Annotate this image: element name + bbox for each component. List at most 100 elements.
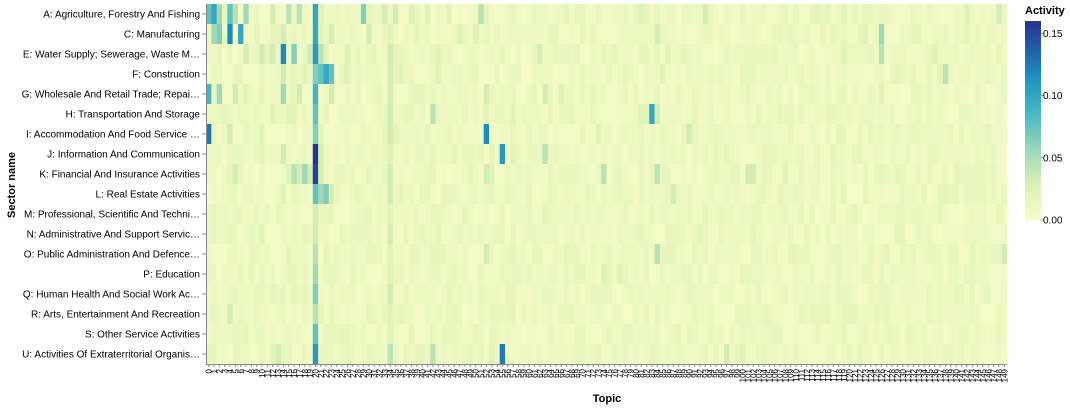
- heatmap-cell: [371, 4, 378, 25]
- heatmap-cell: [590, 64, 597, 85]
- heatmap-cell: [478, 264, 484, 285]
- heatmap-cell: [590, 344, 597, 365]
- heatmap-cell: [206, 204, 212, 225]
- heatmap-cell: [814, 84, 821, 105]
- heatmap-cell: [782, 344, 789, 365]
- heatmap-cell: [435, 344, 442, 365]
- heatmap-cell: [430, 204, 436, 225]
- y-axis-label: N: Administrative And Support Servic…: [27, 230, 200, 241]
- heatmap-cell: [841, 24, 848, 45]
- heatmap-cell: [259, 124, 266, 145]
- heatmap-cell: [713, 184, 719, 205]
- heatmap-cell: [382, 304, 388, 325]
- heatmap-cell: [740, 64, 746, 85]
- heatmap-cell: [339, 144, 346, 165]
- heatmap-cell: [937, 284, 944, 305]
- heatmap-cell: [563, 324, 570, 345]
- heatmap-cell: [627, 324, 634, 345]
- heatmap-cell: [804, 284, 810, 305]
- heatmap-cell: [617, 84, 623, 105]
- heatmap-cell: [675, 224, 682, 245]
- heatmap-cell: [563, 164, 570, 185]
- heatmap-cell: [729, 224, 735, 245]
- heatmap-cell: [424, 24, 431, 45]
- heatmap-cell: [627, 144, 634, 165]
- x-axis-label: 97: [723, 368, 732, 377]
- heatmap-cell: [435, 184, 442, 205]
- heatmap-cell: [424, 204, 431, 225]
- heatmap-cell: [531, 184, 538, 205]
- heatmap-cell: [467, 244, 474, 265]
- heatmap-cell: [435, 64, 442, 85]
- heatmap-cell: [569, 64, 575, 85]
- heatmap-cell: [440, 124, 447, 145]
- heatmap-cell: [788, 184, 794, 205]
- heatmap-cell: [649, 184, 655, 205]
- heatmap-cell: [355, 224, 362, 245]
- x-axis-label: 100: [739, 368, 748, 382]
- heatmap-cell: [670, 164, 677, 185]
- heatmap-cell: [510, 84, 517, 105]
- heatmap-cell: [611, 44, 618, 65]
- heatmap-cell: [211, 4, 217, 25]
- heatmap-cell: [440, 44, 447, 65]
- heatmap-cell: [707, 204, 714, 225]
- heatmap-cell: [969, 104, 976, 125]
- heatmap-cell: [494, 144, 500, 165]
- heatmap-cell: [451, 104, 458, 125]
- heatmap-cell: [531, 44, 538, 65]
- heatmap-cell: [494, 224, 500, 245]
- heatmap-cell: [264, 64, 271, 85]
- heatmap-cell: [793, 124, 800, 145]
- heatmap-cell: [280, 144, 287, 165]
- heatmap-cell: [900, 284, 906, 305]
- heatmap-cell: [633, 224, 639, 245]
- heatmap-cell: [414, 204, 420, 225]
- heatmap-cell: [691, 244, 698, 265]
- heatmap-cell: [953, 24, 960, 45]
- heatmap-cell: [777, 244, 784, 265]
- heatmap-cell: [505, 284, 511, 305]
- heatmap-cell: [697, 164, 703, 185]
- heatmap-cell: [270, 284, 276, 305]
- heatmap-cell: [238, 124, 244, 145]
- heatmap-cell: [889, 304, 896, 325]
- heatmap-cell: [382, 124, 388, 145]
- heatmap-cell: [974, 124, 981, 145]
- heatmap-cell: [456, 304, 463, 325]
- heatmap-cell: [921, 184, 928, 205]
- heatmap-cell: [408, 324, 415, 345]
- heatmap-cell: [206, 244, 212, 265]
- heatmap-cell: [542, 284, 549, 305]
- heatmap-cell: [286, 244, 292, 265]
- heatmap-cell: [280, 24, 287, 45]
- heatmap-cell: [900, 44, 906, 65]
- heatmap-cell: [889, 124, 896, 145]
- heatmap-cell: [291, 4, 298, 25]
- heatmap-cell: [974, 164, 981, 185]
- heatmap-cell: [686, 44, 693, 65]
- heatmap-cell: [238, 204, 244, 225]
- heatmap-cell: [675, 184, 682, 205]
- heatmap-cell: [489, 64, 495, 85]
- heatmap-cell: [766, 204, 773, 225]
- heatmap-cell: [777, 104, 784, 125]
- heatmap-cell: [344, 4, 351, 25]
- heatmap-cell: [547, 204, 554, 225]
- heatmap-cell: [649, 4, 655, 25]
- heatmap-cell: [590, 284, 597, 305]
- heatmap-cell: [990, 204, 997, 225]
- heatmap-cell: [756, 264, 762, 285]
- heatmap-cell: [398, 64, 404, 85]
- heatmap-cell: [681, 304, 687, 325]
- x-axis-label: 109: [787, 368, 796, 382]
- heatmap-cell: [446, 244, 452, 265]
- x-axis-label: 6: [237, 368, 246, 373]
- heatmap-cell: [942, 264, 949, 285]
- heatmap-cell: [505, 324, 511, 345]
- heatmap-cell: [649, 264, 655, 285]
- heatmap-cell: [563, 224, 570, 245]
- heatmap-cell: [515, 24, 522, 45]
- heatmap-cell: [691, 284, 698, 305]
- heatmap-cell: [617, 184, 623, 205]
